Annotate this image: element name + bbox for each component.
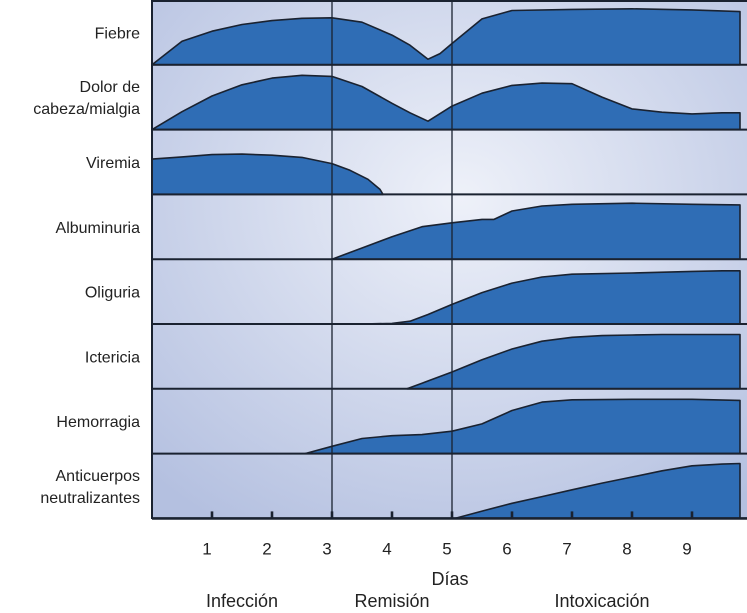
row-label: Oliguria: [85, 285, 140, 302]
x-tick-label: 2: [262, 539, 271, 558]
area-albuminuria: [331, 202, 741, 260]
row-label-line: Oliguria: [85, 285, 140, 302]
row-label-line: Fiebre: [95, 25, 140, 42]
row-label-line: Viremia: [86, 155, 140, 172]
area-fiebre: [151, 8, 741, 66]
x-tick-label: 3: [322, 539, 331, 558]
x-tick-label: 1: [202, 539, 211, 558]
area-viremia: [151, 153, 384, 196]
row-label-line: Dolor de: [80, 79, 141, 96]
row-bands: [151, 0, 747, 520]
phase-label: Infección: [206, 591, 278, 611]
x-axis-title: Días: [431, 569, 468, 589]
row-label: Albuminuria: [56, 220, 141, 237]
x-tick-label: 6: [502, 539, 511, 558]
area-ictericia: [406, 333, 741, 390]
area-hemorragia: [304, 398, 741, 455]
row-label-line: Ictericia: [85, 349, 140, 366]
area-anticuerpos-neutralizantes: [454, 462, 741, 520]
row-label: Ictericia: [85, 349, 140, 366]
row-label: Viremia: [86, 155, 140, 172]
x-tick-label: 8: [622, 539, 631, 558]
phase-label: Intoxicación: [554, 591, 649, 611]
phase-labels: Infección Remisión Intoxicación: [206, 591, 650, 611]
phase-dividers: [331, 0, 453, 519]
row-label: Fiebre: [95, 25, 140, 42]
row-label-line: Albuminuria: [56, 220, 141, 237]
row-labels: Fiebre Dolor de cabeza/mialgia Viremia Album…: [33, 25, 140, 507]
x-tick-label: 5: [442, 539, 451, 558]
area-oliguria: [361, 270, 741, 325]
phase-label: Remisión: [354, 591, 429, 611]
row-label-line: Hemorragia: [56, 414, 140, 431]
row-label-line: Anticuerpos: [56, 468, 141, 485]
row-label: Anticuerpos neutralizantes: [40, 468, 140, 507]
row-label: Hemorragia: [56, 414, 140, 431]
x-tick-label: 9: [682, 539, 691, 558]
x-tick-label: 4: [382, 539, 391, 558]
x-axis: 1 2 3 4 5 6 7 8 9: [152, 511, 747, 558]
x-tick-label: 7: [562, 539, 571, 558]
area-dolor-de-cabeza-mialgia: [151, 74, 741, 131]
row-label-line: cabeza/mialgia: [33, 101, 140, 118]
row-label-line: neutralizantes: [40, 490, 140, 507]
row-label: Dolor de cabeza/mialgia: [33, 79, 140, 118]
